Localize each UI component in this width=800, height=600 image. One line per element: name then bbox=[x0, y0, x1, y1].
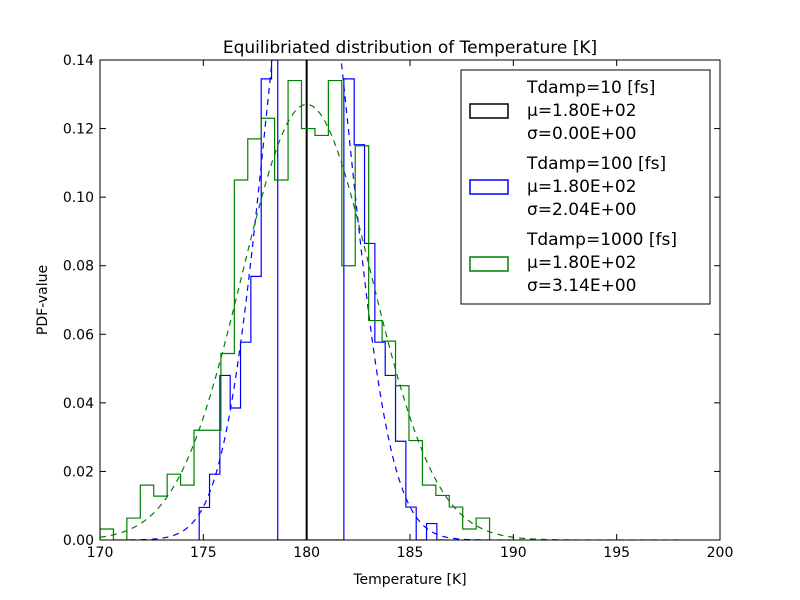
legend-label-tdamp100-name: Tdamp=100 [fs] bbox=[526, 154, 666, 174]
legend-label-tdamp10-name: Tdamp=10 [fs] bbox=[526, 78, 655, 98]
x-axis-label: Temperature [K] bbox=[352, 572, 466, 588]
legend-label-tdamp100-sigma: σ=2.04E+00 bbox=[527, 200, 637, 220]
y-tick-label: 0.14 bbox=[63, 53, 94, 69]
legend-label-tdamp1000-sigma: σ=3.14E+00 bbox=[527, 276, 637, 296]
y-tick-label: 0.00 bbox=[63, 533, 94, 549]
y-tick-label: 0.10 bbox=[63, 190, 94, 206]
histogram-series-1 bbox=[198, 60, 448, 540]
legend-swatch-tdamp100 bbox=[469, 179, 509, 195]
y-tick-label: 0.12 bbox=[63, 122, 94, 138]
legend-swatch-tdamp1000 bbox=[469, 256, 509, 272]
x-tick-label: 180 bbox=[293, 545, 320, 561]
legend-label-tdamp10-sigma: σ=0.00E+00 bbox=[527, 124, 637, 144]
legend-label-tdamp1000-name: Tdamp=1000 [fs] bbox=[526, 230, 677, 250]
y-tick-label: 0.08 bbox=[63, 259, 94, 275]
y-tick-label: 0.04 bbox=[63, 396, 94, 412]
legend: Tdamp=10 [fs] μ=1.80E+02 σ=0.00E+00 Tdam… bbox=[460, 69, 711, 305]
x-tick-label: 170 bbox=[87, 545, 114, 561]
legend-label-tdamp10-mu: μ=1.80E+02 bbox=[527, 101, 637, 121]
y-tick-label: 0.02 bbox=[63, 464, 94, 480]
legend-swatch-tdamp10 bbox=[469, 103, 509, 119]
x-tick-label: 200 bbox=[707, 545, 734, 561]
x-tick-label: 190 bbox=[500, 545, 527, 561]
y-axis-label: PDF-value bbox=[35, 265, 51, 335]
legend-label-tdamp100-mu: μ=1.80E+02 bbox=[527, 177, 637, 197]
x-tick-label: 175 bbox=[190, 545, 217, 561]
histogram-series-2 bbox=[100, 79, 491, 540]
x-tick-label: 185 bbox=[397, 545, 424, 561]
axis-ticks: 170 175 180 185 190 195 200 0.00 0.02 0.04 0.06 0.0… bbox=[63, 53, 734, 561]
y-tick-label: 0.06 bbox=[63, 327, 94, 343]
gaussian-fit-series-2 bbox=[100, 103, 683, 540]
x-tick-label: 195 bbox=[603, 545, 630, 561]
chart-title: Equilibriated distribution of Temperatur… bbox=[223, 38, 597, 58]
legend-label-tdamp1000-mu: μ=1.80E+02 bbox=[527, 253, 637, 273]
